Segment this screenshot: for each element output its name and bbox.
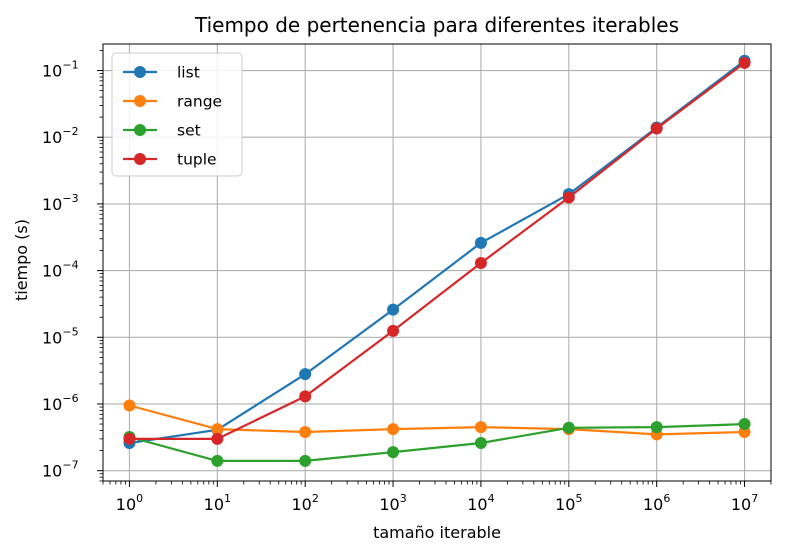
x-tick-label: 101 <box>204 492 231 514</box>
data-point-tuple <box>123 432 136 445</box>
data-point-set <box>211 454 224 467</box>
x-tick-base: 10 <box>555 495 575 514</box>
y-tick-base: 10 <box>42 262 62 281</box>
y-tick-label: 10−6 <box>42 392 79 414</box>
x-tick-label: 105 <box>555 492 582 514</box>
minor-ticks <box>99 50 772 485</box>
legend-label: set <box>177 122 201 140</box>
x-tick-label: 100 <box>116 492 143 514</box>
legend-swatch-marker <box>134 153 146 165</box>
data-point-range <box>474 421 487 434</box>
legend-swatch-marker <box>134 95 146 107</box>
data-point-set <box>474 436 487 449</box>
y-tick-label: 10−5 <box>42 325 79 347</box>
x-tick-base: 10 <box>731 495 751 514</box>
x-tick-label: 106 <box>643 492 670 514</box>
y-tick-label: 10−4 <box>42 259 79 281</box>
y-tick-exponent: −2 <box>62 125 78 138</box>
data-point-tuple <box>474 257 487 270</box>
legend-label: range <box>177 93 222 111</box>
x-tick-base: 10 <box>467 495 487 514</box>
x-tick-exponent: 2 <box>312 492 319 505</box>
legend-item-list: list <box>123 64 200 82</box>
y-tick-exponent: −7 <box>62 459 78 472</box>
data-point-tuple <box>738 56 751 69</box>
legend: list range set tuple <box>111 52 243 177</box>
x-tick-label: 107 <box>731 492 758 514</box>
y-axis: 10−710−610−510−410−310−210−1 <box>42 59 103 481</box>
legend-item-set: set <box>123 122 201 140</box>
y-axis-label: tiempo (s) <box>12 219 31 301</box>
y-tick-exponent: −5 <box>62 325 78 338</box>
data-point-set <box>650 421 663 434</box>
data-point-list <box>299 368 312 381</box>
data-point-tuple <box>387 324 400 337</box>
y-tick-exponent: −3 <box>62 192 78 205</box>
x-axis: 100 101 102 103 104 105 106 107 <box>116 481 758 514</box>
x-tick-label: 103 <box>379 492 406 514</box>
y-tick-label: 10−3 <box>42 192 79 214</box>
legend-swatch-marker <box>134 124 146 136</box>
y-tick-base: 10 <box>42 328 62 347</box>
series-set <box>123 418 751 467</box>
x-tick-exponent: 0 <box>136 492 143 505</box>
y-tick-base: 10 <box>42 195 62 214</box>
data-point-range <box>299 426 312 439</box>
data-point-range <box>123 399 136 412</box>
data-point-tuple <box>562 191 575 204</box>
x-tick-exponent: 4 <box>488 492 495 505</box>
data-point-set <box>299 454 312 467</box>
y-tick-exponent: −4 <box>62 259 78 272</box>
x-tick-base: 10 <box>379 495 399 514</box>
x-tick-label: 102 <box>292 492 319 514</box>
y-tick-base: 10 <box>42 395 62 414</box>
x-tick-exponent: 6 <box>663 492 670 505</box>
data-point-list <box>474 236 487 249</box>
series-line-set <box>129 423 745 462</box>
chart-title: Tiempo de pertenencia para diferentes it… <box>194 13 679 37</box>
y-tick-label: 10−2 <box>42 125 79 147</box>
x-tick-base: 10 <box>204 495 224 514</box>
data-point-tuple <box>299 390 312 403</box>
y-tick-exponent: −6 <box>62 392 78 405</box>
x-tick-label: 104 <box>467 492 494 514</box>
x-tick-exponent: 5 <box>575 492 582 505</box>
data-point-range <box>211 423 224 436</box>
y-tick-label: 10−7 <box>42 459 79 481</box>
y-tick-label: 10−1 <box>42 59 79 81</box>
legend-box <box>111 52 243 177</box>
data-point-range <box>387 423 400 436</box>
series-tuple <box>123 56 751 445</box>
x-tick-base: 10 <box>292 495 312 514</box>
legend-item-tuple: tuple <box>123 151 217 169</box>
x-tick-base: 10 <box>116 495 136 514</box>
data-point-tuple <box>650 122 663 135</box>
data-point-set <box>738 418 751 431</box>
x-tick-exponent: 3 <box>400 492 407 505</box>
x-tick-exponent: 1 <box>224 492 231 505</box>
data-point-tuple <box>211 432 224 445</box>
x-tick-exponent: 7 <box>751 492 758 505</box>
x-tick-base: 10 <box>643 495 663 514</box>
legend-label: tuple <box>177 151 217 169</box>
legend-item-range: range <box>123 93 222 111</box>
plot-frame <box>102 43 772 482</box>
series-layer <box>123 54 751 467</box>
x-axis-label: tamaño iterable <box>373 523 501 542</box>
legend-swatch-marker <box>134 66 146 78</box>
y-tick-base: 10 <box>42 128 62 147</box>
data-point-list <box>387 303 400 316</box>
y-tick-exponent: −1 <box>62 59 78 72</box>
legend-label: list <box>177 64 200 82</box>
y-tick-base: 10 <box>42 462 62 481</box>
data-point-set <box>562 421 575 434</box>
series-line-tuple <box>129 62 746 440</box>
data-point-set <box>387 446 400 459</box>
series-line-range <box>129 404 745 436</box>
y-tick-base: 10 <box>42 62 62 81</box>
